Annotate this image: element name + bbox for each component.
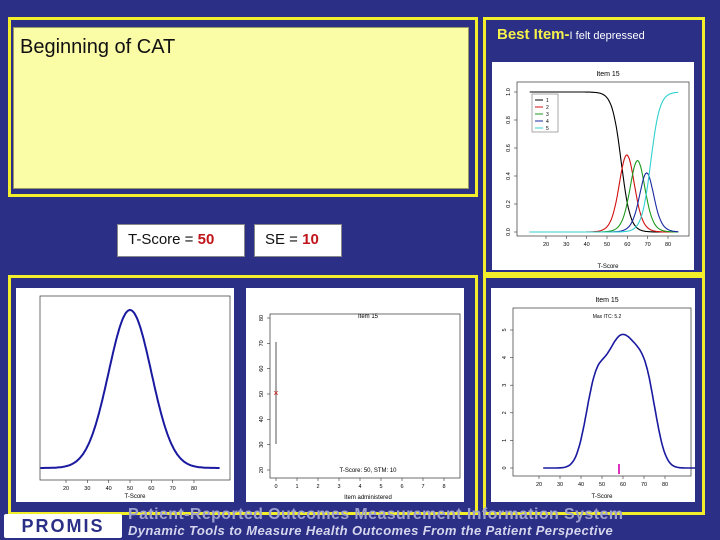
curves-xtick: 80 [665, 242, 671, 248]
theta-trace-chart: Item 15 20 30 40 50 60 70 80 0 1 2 3 4 5 6 7 8 × T-Sco… [246, 288, 464, 502]
curves-xtick: 40 [584, 242, 590, 248]
trace-point: × [273, 388, 278, 398]
info-curve [543, 333, 695, 469]
prior-xtick: 80 [191, 486, 197, 492]
curves-xtick: 50 [604, 242, 610, 248]
info-chart: Item 15 Max ITC: 5.2 0 1 2 3 4 5 20 30 40 50 60 70… [491, 288, 695, 502]
footer-line2: Dynamic Tools to Measure Health Outcomes… [128, 523, 614, 538]
trace-xtick: 4 [358, 484, 361, 490]
info-xtick: 80 [662, 482, 668, 488]
info-ytick: 3 [502, 384, 508, 387]
plots-frame [8, 275, 478, 515]
legend-label: 4 [546, 119, 549, 125]
curves-ytick: 0.8 [506, 116, 512, 124]
trace-ytick: 50 [259, 391, 265, 397]
curves-xtick: 20 [543, 242, 549, 248]
trace-xtick: 3 [337, 484, 340, 490]
prior-curve [40, 308, 220, 469]
curves-ytick: 0.0 [506, 228, 512, 236]
info-title: Item 15 [595, 297, 618, 304]
trace-xtick: 0 [274, 484, 277, 490]
prior-xtick: 30 [84, 486, 90, 492]
legend-label: 2 [546, 105, 549, 111]
curves-xtick: 30 [563, 242, 569, 248]
trace-ytick: 80 [259, 315, 265, 321]
best-item-frame [483, 17, 705, 275]
prior-xtick: 70 [170, 486, 176, 492]
trace-xlabel: Item administered [344, 495, 392, 501]
info-ytick: 2 [502, 411, 508, 414]
best-item-text: I felt depressed [569, 30, 645, 42]
trace-xtick: 2 [316, 484, 319, 490]
page-title: Beginning of CAT [20, 36, 176, 58]
info-xtick: 70 [641, 482, 647, 488]
trace-xtick: 5 [379, 484, 382, 490]
item-curves-title: Item 15 [596, 71, 619, 78]
prior-xtick: 20 [63, 486, 69, 492]
info-ytick: 5 [502, 328, 508, 331]
trace-xtick: 6 [400, 484, 403, 490]
tscore-label: T-Score = [128, 231, 198, 248]
info-xtick: 20 [536, 482, 542, 488]
curves-xtick: 70 [645, 242, 651, 248]
prior-chart: 20 30 40 50 60 70 80 T-Score [16, 288, 234, 502]
category-curve [529, 91, 679, 233]
item-curves-chart: Item 15 0.0 0.2 0.4 0.6 0.8 1.0 20 30 40 50 60 70 8… [492, 62, 694, 270]
curves-xtick: 60 [624, 242, 630, 248]
prior-xtick: 60 [148, 486, 154, 492]
tscore-value: 50 [197, 231, 215, 248]
trace-ytick: 20 [259, 467, 265, 473]
se-box: SE = 10 [254, 224, 342, 257]
info-xtick: 30 [557, 482, 563, 488]
curves-ytick: 0.6 [506, 144, 512, 152]
curves-ytick: 0.2 [506, 200, 512, 208]
info-xlabel: T-Score [591, 494, 613, 500]
info-ytick: 0 [502, 466, 508, 469]
trace-ytick: 30 [259, 442, 265, 448]
trace-ytick: 60 [259, 366, 265, 372]
trace-ytick: 70 [259, 340, 265, 346]
tscore-box: T-Score = 50 [117, 224, 245, 257]
trace-xtick: 8 [442, 484, 445, 490]
best-item-label: Best Item- [497, 26, 570, 43]
info-xtick: 40 [578, 482, 584, 488]
info-xtick: 50 [599, 482, 605, 488]
info-xtick: 60 [620, 482, 626, 488]
category-curve [529, 159, 679, 233]
status-panel [13, 27, 469, 189]
trace-title: Item 15 [358, 314, 379, 320]
item-curves-xlabel: T-Score [597, 264, 619, 270]
curves-ytick: 0.4 [506, 172, 512, 180]
trace-annotation: T-Score: 50, STM: 10 [339, 468, 397, 474]
best-item-title: Best Item-I felt depressed [497, 26, 645, 43]
beginning-frame [8, 17, 478, 197]
category-curve [529, 91, 679, 233]
prior-xtick: 50 [127, 486, 133, 492]
promis-logo: PROMIS [4, 514, 122, 538]
se-label: SE = [265, 231, 303, 248]
trace-xtick: 7 [421, 484, 424, 490]
category-curve [529, 172, 679, 233]
category-curve [529, 154, 679, 233]
info-subtitle: Max ITC: 5.2 [593, 314, 622, 320]
legend-label: 3 [546, 112, 549, 118]
prior-xlabel: T-Score [124, 494, 146, 500]
trace-ytick: 40 [259, 416, 265, 422]
footer-line1: Patient-Reported Outcomes Measurement In… [128, 506, 624, 523]
info-frame [483, 275, 705, 515]
trace-xtick: 1 [295, 484, 298, 490]
se-value: 10 [302, 231, 319, 248]
legend-label: 1 [546, 98, 549, 104]
info-ytick: 4 [502, 356, 508, 359]
prior-xtick: 40 [106, 486, 112, 492]
legend-label: 5 [546, 126, 549, 132]
info-ytick: 1 [502, 439, 508, 442]
curves-ytick: 1.0 [506, 88, 512, 96]
